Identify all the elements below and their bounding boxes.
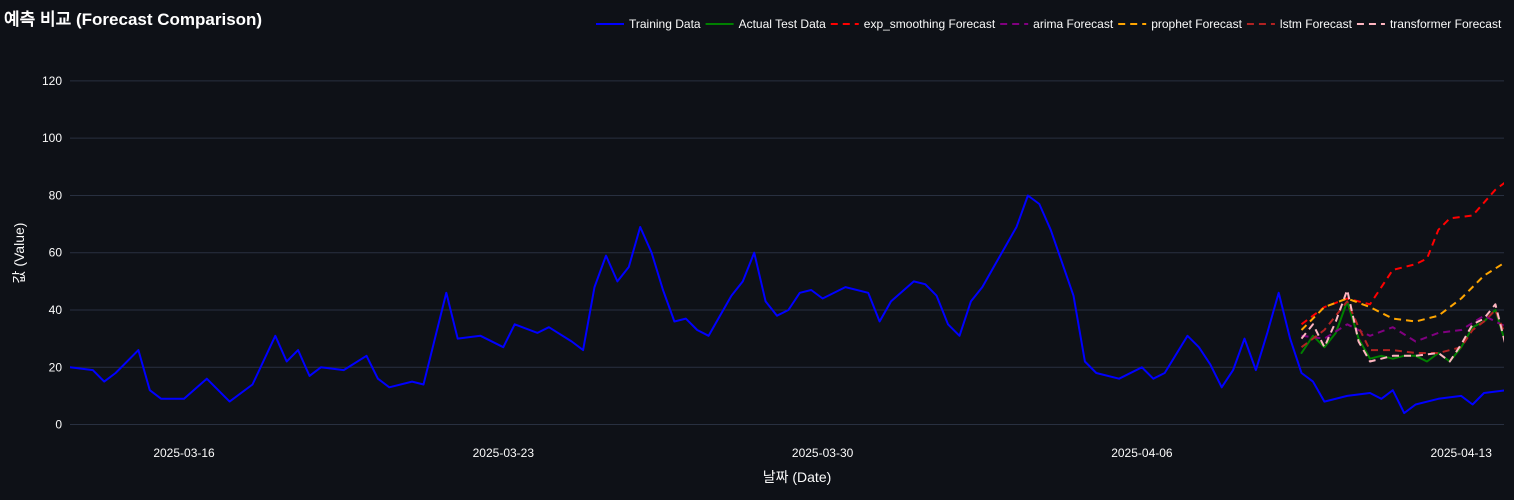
legend-label: exp_smoothing Forecast (864, 17, 996, 31)
legend-item-transformer-forecast[interactable]: transformer Forecast (1356, 17, 1502, 31)
x-tick-label: 2025-03-16 (153, 446, 215, 460)
legend-item-exp-smoothing-forecast[interactable]: exp_smoothing Forecast (830, 17, 996, 31)
x-axis-ticks: 2025-03-16 2025-03-23 2025-03-30 2025-04-06… (153, 446, 1492, 460)
chart-title: 예측 비교 (Forecast Comparison) (4, 10, 262, 29)
legend-label: arima Forecast (1033, 17, 1114, 31)
y-tick-label: 80 (49, 188, 63, 202)
x-tick-label: 2025-03-30 (792, 446, 854, 460)
x-tick-label: 2025-04-06 (1111, 446, 1173, 460)
series-line-lstm-forecast (1300, 300, 1504, 354)
legend-item-arima-forecast[interactable]: arima Forecast (1000, 17, 1114, 31)
grid-layer (70, 80, 1504, 426)
series-line-actual-test-data (1300, 300, 1504, 363)
y-tick-label: 60 (49, 246, 63, 260)
series-line-exp-smoothing-forecast (1300, 181, 1504, 326)
y-tick-label: 100 (42, 131, 62, 145)
y-axis-ticks: 0 20 40 60 80 100 120 (42, 74, 62, 432)
y-tick-label: 0 (55, 418, 62, 432)
x-tick-label: 2025-03-23 (473, 446, 535, 460)
x-tick-label: 2025-04-13 (1430, 446, 1492, 460)
series-line-training-data (70, 194, 1504, 415)
legend-item-lstm-forecast[interactable]: lstm Forecast (1246, 17, 1353, 31)
x-axis-title: 날짜 (Date) (763, 469, 832, 485)
series-layer (70, 181, 1504, 415)
legend-label: prophet Forecast (1151, 17, 1242, 31)
legend[interactable]: Training Data Actual Test Data exp_smoothi… (596, 17, 1502, 31)
series-line-transformer-forecast (1300, 289, 1504, 363)
y-tick-label: 40 (49, 303, 63, 317)
legend-item-prophet-forecast[interactable]: prophet Forecast (1118, 17, 1243, 31)
legend-label: Training Data (629, 17, 701, 31)
y-tick-label: 120 (42, 74, 62, 88)
legend-label: Actual Test Data (739, 17, 826, 31)
legend-label: lstm Forecast (1280, 17, 1353, 31)
legend-item-actual-test-data[interactable]: Actual Test Data (705, 17, 826, 31)
y-tick-label: 20 (49, 360, 63, 374)
legend-item-training-data[interactable]: Training Data (596, 17, 701, 31)
legend-label: transformer Forecast (1390, 17, 1502, 31)
y-axis-title: 값 (Value) (11, 223, 27, 284)
series-line-prophet-forecast (1300, 261, 1504, 331)
